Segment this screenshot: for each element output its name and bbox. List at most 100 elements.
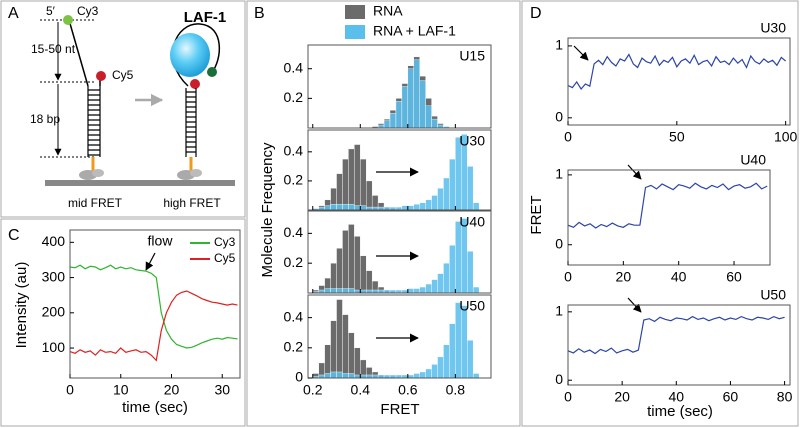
x-tick-label: 0.6	[398, 382, 418, 398]
histogram-bar	[437, 356, 444, 379]
label: Cy5	[112, 68, 134, 82]
step-arrow	[627, 164, 642, 180]
y-tick-label: 400	[42, 233, 66, 249]
histogram-bar	[413, 288, 420, 294]
laf1-droplet	[170, 33, 210, 77]
subplot-label: U40	[459, 214, 485, 230]
histogram-bar	[425, 368, 432, 379]
trace	[567, 315, 785, 355]
histogram-bar	[366, 270, 373, 294]
histogram-bar	[401, 86, 409, 129]
cy3-dye	[63, 15, 73, 25]
x-tick-label: 100	[774, 129, 798, 145]
histogram-bar	[360, 255, 367, 294]
anchor	[190, 169, 202, 177]
plot-frame	[567, 37, 791, 126]
x-axis-label: time (sec)	[122, 399, 188, 416]
y-tick-label: 1	[555, 37, 563, 53]
histogram-bar	[324, 344, 331, 379]
y-axis-label: Intensity (au)	[13, 262, 30, 349]
histogram-bar	[336, 288, 343, 294]
panel-frame	[0, 218, 246, 427]
histogram-bar	[324, 373, 331, 379]
histogram-bar	[455, 302, 462, 379]
histogram-bar	[419, 202, 426, 211]
histogram-bar	[324, 288, 331, 294]
y-tick-label: 1	[555, 166, 563, 182]
histogram-bar	[348, 373, 355, 379]
histogram-bar	[342, 230, 349, 294]
histogram-bar	[330, 288, 337, 294]
y-tick-label: 0.2	[284, 254, 304, 270]
histogram-bar	[413, 59, 420, 129]
anchor	[92, 169, 104, 177]
plot-frame	[307, 210, 492, 294]
plot-frame	[567, 304, 791, 386]
histogram-bar	[342, 314, 349, 379]
histogram-bar	[419, 371, 426, 379]
x-axis-label: time (sec)	[647, 403, 713, 420]
histogram-bar	[360, 158, 367, 211]
x-tick-label: 0	[564, 389, 572, 405]
plot-frame	[307, 129, 492, 211]
histogram-bar	[472, 202, 480, 211]
histogram-bar	[324, 205, 331, 211]
histogram-bar	[342, 158, 349, 211]
label: Cy3	[77, 4, 99, 18]
strand	[68, 19, 89, 87]
histogram-bar	[419, 80, 426, 129]
histogram-bar	[443, 344, 450, 379]
histogram-bar	[413, 373, 420, 379]
panel-label: B	[254, 5, 265, 22]
legend-swatch	[345, 5, 365, 19]
subplot-label: U30	[760, 20, 786, 36]
surface	[45, 180, 235, 186]
x-tick-label: 20	[614, 389, 630, 405]
histogram-bar	[354, 347, 361, 379]
histogram-bar	[342, 288, 349, 294]
histogram-bar	[366, 180, 373, 211]
histogram-bar	[437, 273, 444, 294]
histogram-bar	[407, 288, 414, 294]
histogram-bar	[455, 221, 462, 294]
histogram-bar	[354, 236, 361, 294]
legend-label: RNA	[373, 3, 403, 19]
trace	[69, 290, 238, 362]
histogram-bar	[348, 288, 355, 294]
histogram-bar	[348, 224, 355, 294]
histogram-bar	[431, 195, 438, 211]
x-tick-label: 20	[616, 269, 632, 285]
trace	[567, 182, 768, 229]
histogram-bar	[401, 205, 409, 211]
histogram-bar	[449, 158, 456, 211]
histogram-bar	[443, 262, 450, 294]
x-tick-label: 0	[564, 129, 572, 145]
x-tick-label: 20	[164, 382, 180, 398]
plot-frame	[567, 169, 771, 266]
x-axis-label: FRET	[380, 401, 419, 418]
y-tick-label: 0	[555, 235, 563, 251]
histogram-bar	[461, 305, 468, 379]
y-tick-label: 0.4	[284, 59, 304, 75]
histogram-bar	[360, 205, 367, 211]
plot-frame	[307, 44, 492, 129]
label: 5′	[46, 4, 56, 18]
duplex	[185, 88, 197, 157]
x-tick-label: 0.2	[303, 382, 323, 398]
panel-frame	[246, 0, 521, 427]
histogram-bar	[336, 203, 343, 211]
flow-arrow	[145, 252, 156, 271]
diagram: 5′ Cy3 15-50 nt Cy5 18 bp LAF-1 mid FRET…	[30, 4, 235, 210]
histogram-bar	[413, 203, 420, 211]
label: LAF-1	[184, 9, 227, 26]
histogram-bar	[336, 371, 343, 379]
histogram-bar	[342, 203, 349, 211]
x-tick-label: 30	[214, 382, 230, 398]
histogram-bar	[449, 245, 456, 294]
x-tick-label: 50	[669, 129, 685, 145]
x-tick-label: 0.4	[351, 382, 371, 398]
label: 15-50 nt	[31, 42, 76, 56]
subplot-label: U50	[760, 287, 786, 303]
x-tick-label: 0.8	[446, 382, 466, 398]
x-tick-label: 60	[726, 269, 742, 285]
